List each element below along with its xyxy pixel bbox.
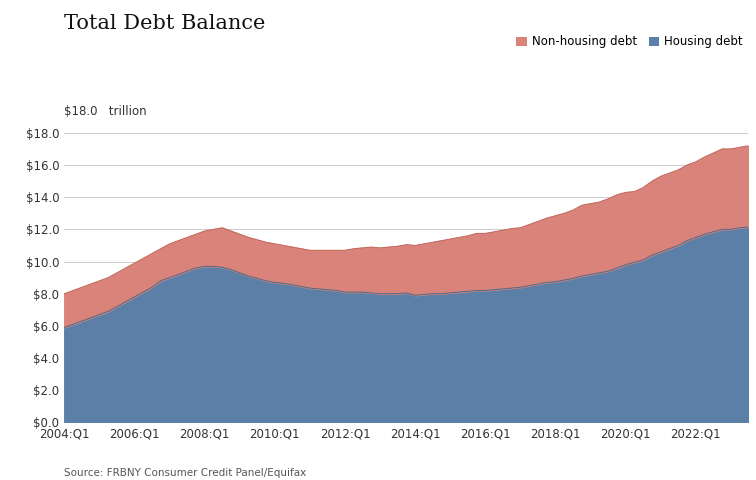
Legend: Non-housing debt, Housing debt: Non-housing debt, Housing debt bbox=[516, 36, 742, 48]
Text: Total Debt Balance: Total Debt Balance bbox=[64, 14, 265, 34]
Text: $18.0   trillion: $18.0 trillion bbox=[64, 105, 147, 118]
Text: Source: FRBNY Consumer Credit Panel/Equifax: Source: FRBNY Consumer Credit Panel/Equi… bbox=[64, 468, 306, 478]
